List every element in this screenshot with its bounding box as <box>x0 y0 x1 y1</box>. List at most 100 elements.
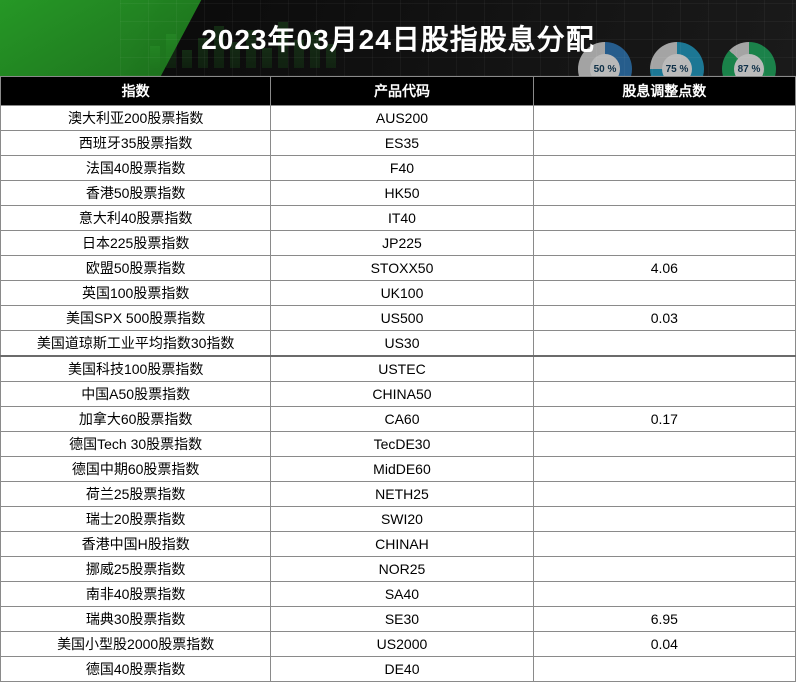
table-body: 澳大利亚200股票指数AUS200西班牙35股票指数ES35法国40股票指数F4… <box>1 106 796 682</box>
cell-index: 美国科技100股票指数 <box>1 356 271 382</box>
table-row: 美国科技100股票指数USTEC <box>1 356 796 382</box>
cell-code: F40 <box>271 156 533 181</box>
table-row: 德国40股票指数DE40 <box>1 657 796 682</box>
cell-div <box>533 382 795 407</box>
cell-index: 西班牙35股票指数 <box>1 131 271 156</box>
table-row: 欧盟50股票指数STOXX504.06 <box>1 256 796 281</box>
cell-code: DE40 <box>271 657 533 682</box>
table-row: 意大利40股票指数IT40 <box>1 206 796 231</box>
cell-index: 日本225股票指数 <box>1 231 271 256</box>
cell-div <box>533 532 795 557</box>
cell-code: AUS200 <box>271 106 533 131</box>
cell-index: 欧盟50股票指数 <box>1 256 271 281</box>
cell-code: SA40 <box>271 582 533 607</box>
table-row: 瑞士20股票指数SWI20 <box>1 507 796 532</box>
cell-code: CHINAH <box>271 532 533 557</box>
cell-code: USTEC <box>271 356 533 382</box>
cell-code: US500 <box>271 306 533 331</box>
cell-div <box>533 657 795 682</box>
table-row: 澳大利亚200股票指数AUS200 <box>1 106 796 131</box>
table-row: 德国Tech 30股票指数TecDE30 <box>1 432 796 457</box>
table-row: 南非40股票指数SA40 <box>1 582 796 607</box>
cell-index: 南非40股票指数 <box>1 582 271 607</box>
table-row: 中国A50股票指数CHINA50 <box>1 382 796 407</box>
cell-index: 荷兰25股票指数 <box>1 482 271 507</box>
cell-div <box>533 106 795 131</box>
cell-div <box>533 181 795 206</box>
cell-index: 澳大利亚200股票指数 <box>1 106 271 131</box>
cell-code: HK50 <box>271 181 533 206</box>
cell-div <box>533 331 795 357</box>
cell-div <box>533 356 795 382</box>
cell-index: 德国中期60股票指数 <box>1 457 271 482</box>
table-row: 荷兰25股票指数NETH25 <box>1 482 796 507</box>
table-row: 美国小型股2000股票指数US20000.04 <box>1 632 796 657</box>
cell-index: 德国40股票指数 <box>1 657 271 682</box>
cell-code: SE30 <box>271 607 533 632</box>
cell-index: 香港中国H股指数 <box>1 532 271 557</box>
cell-code: JP225 <box>271 231 533 256</box>
cell-index: 美国SPX 500股票指数 <box>1 306 271 331</box>
cell-div <box>533 457 795 482</box>
table-header-row: 指数 产品代码 股息调整点数 <box>1 77 796 106</box>
cell-code: STOXX50 <box>271 256 533 281</box>
cell-div <box>533 557 795 582</box>
cell-index: 德国Tech 30股票指数 <box>1 432 271 457</box>
cell-index: 加拿大60股票指数 <box>1 407 271 432</box>
cell-div: 6.95 <box>533 607 795 632</box>
cell-div <box>533 231 795 256</box>
col-header-code: 产品代码 <box>271 77 533 106</box>
cell-index: 香港50股票指数 <box>1 181 271 206</box>
cell-index: 法国40股票指数 <box>1 156 271 181</box>
cell-code: TecDE30 <box>271 432 533 457</box>
col-header-index: 指数 <box>1 77 271 106</box>
cell-div <box>533 507 795 532</box>
cell-index: 瑞士20股票指数 <box>1 507 271 532</box>
table-row: 英国100股票指数UK100 <box>1 281 796 306</box>
cell-code: MidDE60 <box>271 457 533 482</box>
decorative-pies: 50 %75 %87 % <box>578 42 776 76</box>
table-row: 香港中国H股指数CHINAH <box>1 532 796 557</box>
cell-div: 0.03 <box>533 306 795 331</box>
cell-code: CHINA50 <box>271 382 533 407</box>
cell-div <box>533 582 795 607</box>
cell-div <box>533 281 795 306</box>
table-row: 美国SPX 500股票指数US5000.03 <box>1 306 796 331</box>
cell-index: 美国小型股2000股票指数 <box>1 632 271 657</box>
cell-code: NOR25 <box>271 557 533 582</box>
cell-index: 美国道琼斯工业平均指数30指数 <box>1 331 271 357</box>
table-row: 香港50股票指数HK50 <box>1 181 796 206</box>
cell-index: 意大利40股票指数 <box>1 206 271 231</box>
cell-div <box>533 206 795 231</box>
cell-index: 挪威25股票指数 <box>1 557 271 582</box>
cell-index: 中国A50股票指数 <box>1 382 271 407</box>
table-row: 瑞典30股票指数SE306.95 <box>1 607 796 632</box>
header-banner: 50 %75 %87 % 2023年03月24日股指股息分配 <box>0 0 796 76</box>
cell-code: US2000 <box>271 632 533 657</box>
cell-div <box>533 432 795 457</box>
dividend-table: 指数 产品代码 股息调整点数 澳大利亚200股票指数AUS200西班牙35股票指… <box>0 76 796 682</box>
cell-code: CA60 <box>271 407 533 432</box>
table-row: 日本225股票指数JP225 <box>1 231 796 256</box>
cell-div <box>533 482 795 507</box>
table-row: 美国道琼斯工业平均指数30指数US30 <box>1 331 796 357</box>
cell-code: US30 <box>271 331 533 357</box>
cell-code: SWI20 <box>271 507 533 532</box>
cell-div: 0.04 <box>533 632 795 657</box>
col-header-div: 股息调整点数 <box>533 77 795 106</box>
cell-div: 0.17 <box>533 407 795 432</box>
page-title: 2023年03月24日股指股息分配 <box>201 18 595 58</box>
table-row: 挪威25股票指数NOR25 <box>1 557 796 582</box>
cell-code: ES35 <box>271 131 533 156</box>
cell-code: UK100 <box>271 281 533 306</box>
cell-div <box>533 131 795 156</box>
cell-div: 4.06 <box>533 256 795 281</box>
cell-code: NETH25 <box>271 482 533 507</box>
cell-div <box>533 156 795 181</box>
table-row: 法国40股票指数F40 <box>1 156 796 181</box>
cell-code: IT40 <box>271 206 533 231</box>
table-row: 加拿大60股票指数CA600.17 <box>1 407 796 432</box>
table-row: 西班牙35股票指数ES35 <box>1 131 796 156</box>
cell-index: 英国100股票指数 <box>1 281 271 306</box>
cell-index: 瑞典30股票指数 <box>1 607 271 632</box>
